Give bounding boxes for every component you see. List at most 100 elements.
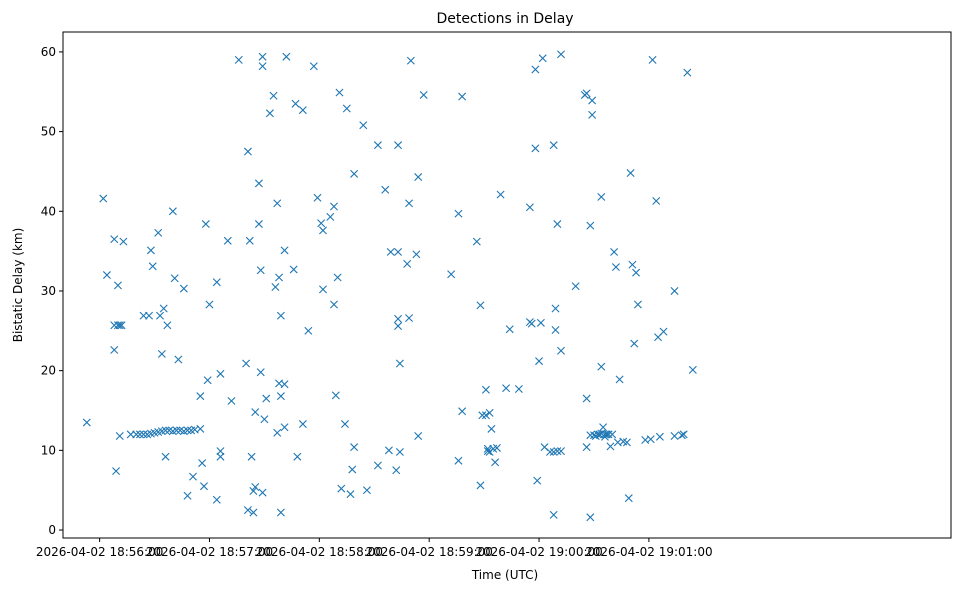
data-point	[655, 432, 664, 441]
y-tick-label: 20	[41, 364, 56, 378]
data-point	[551, 326, 560, 335]
data-point	[199, 482, 208, 491]
data-point	[597, 362, 606, 371]
data-point	[394, 141, 403, 150]
data-point	[205, 300, 214, 309]
data-point	[350, 443, 359, 452]
data-point	[265, 109, 274, 118]
data-points	[82, 50, 697, 522]
data-point	[269, 91, 278, 100]
data-point	[275, 273, 284, 282]
y-tick-label: 50	[41, 125, 56, 139]
data-point	[610, 247, 619, 256]
data-point	[183, 426, 192, 435]
data-point	[102, 271, 111, 280]
data-point	[551, 304, 560, 313]
data-point	[538, 54, 547, 63]
data-point	[350, 169, 359, 178]
data-point	[113, 281, 122, 290]
y-tick-label: 10	[41, 443, 56, 457]
data-point	[628, 260, 637, 269]
x-tick-label: 2026-04-02 19:01:00	[585, 545, 712, 559]
data-point	[291, 99, 300, 108]
y-axis: 0 10 20 30 40 50 60	[41, 45, 63, 537]
data-point	[262, 394, 271, 403]
data-point	[472, 237, 481, 246]
x-axis-label: Time (UTC)	[471, 568, 538, 582]
data-point	[113, 321, 122, 330]
data-point	[276, 392, 285, 401]
data-point	[557, 346, 566, 355]
data-point	[622, 438, 631, 447]
data-point	[271, 283, 280, 291]
data-point	[412, 250, 421, 259]
data-point	[604, 430, 613, 439]
data-point	[491, 458, 500, 467]
data-point	[447, 270, 456, 279]
data-point	[298, 106, 307, 115]
data-point	[247, 452, 256, 461]
data-point	[394, 314, 403, 323]
data-point	[156, 311, 165, 320]
data-point	[333, 273, 342, 282]
data-point	[414, 432, 423, 440]
data-point	[273, 428, 282, 437]
data-point	[557, 50, 566, 59]
data-point	[588, 110, 597, 119]
data-point	[163, 321, 172, 330]
data-point	[242, 359, 251, 368]
data-point	[531, 65, 540, 74]
data-point	[170, 274, 179, 283]
data-point	[249, 486, 258, 495]
data-point	[531, 144, 540, 153]
data-point	[319, 226, 327, 235]
data-point	[405, 314, 414, 323]
data-point	[243, 506, 252, 515]
data-point	[119, 237, 128, 246]
data-point	[251, 408, 260, 417]
data-point	[258, 488, 267, 497]
data-point	[145, 311, 154, 320]
data-point	[359, 121, 368, 130]
data-point	[683, 68, 692, 77]
data-point	[535, 357, 544, 366]
data-point	[630, 339, 639, 348]
data-point	[458, 92, 467, 101]
data-point	[157, 349, 166, 358]
data-point	[326, 212, 335, 221]
data-point	[502, 384, 511, 393]
y-tick-label: 60	[41, 45, 56, 59]
data-point	[454, 456, 463, 465]
data-point	[313, 193, 322, 202]
data-point	[212, 495, 221, 504]
data-point	[201, 220, 210, 229]
data-point	[608, 430, 617, 439]
data-point	[280, 246, 289, 255]
x-tick-label: 2026-04-02 18:57:00	[146, 545, 273, 559]
data-point	[648, 55, 657, 64]
data-point	[282, 52, 291, 61]
data-point	[329, 300, 338, 309]
data-point	[309, 62, 318, 71]
y-tick-label: 0	[48, 523, 56, 537]
data-point	[405, 199, 414, 208]
data-point	[582, 89, 591, 98]
data-point	[395, 447, 404, 456]
data-point	[258, 52, 267, 61]
data-point	[688, 365, 697, 374]
data-point	[258, 62, 267, 71]
data-point	[212, 278, 221, 287]
data-point	[454, 209, 463, 218]
plot-area-frame	[62, 31, 952, 539]
data-point	[414, 173, 423, 182]
data-point	[196, 392, 205, 401]
data-point	[168, 207, 177, 216]
data-point	[337, 484, 346, 493]
data-point	[483, 447, 492, 456]
data-point	[394, 247, 403, 256]
data-point	[273, 199, 282, 208]
data-point	[505, 325, 514, 334]
